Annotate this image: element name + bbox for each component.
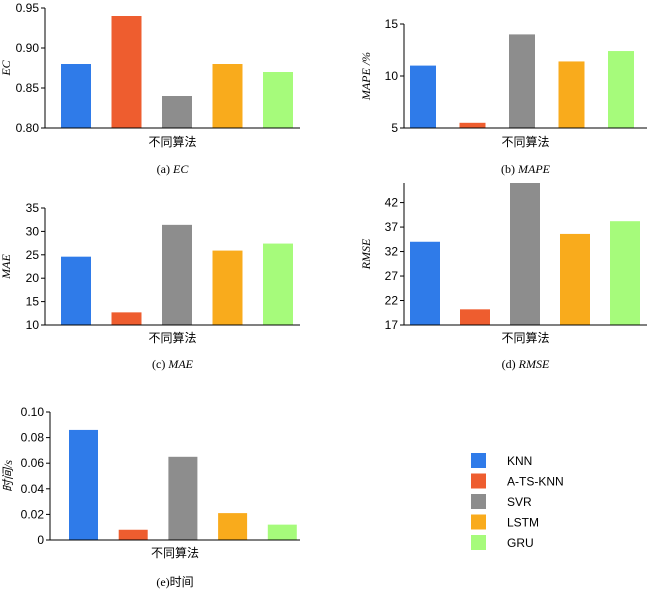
caption-prefix: (a)	[157, 162, 173, 176]
legend-swatch-a-ts-knn	[471, 473, 486, 489]
legend: KNN A-TS-KNN SVR LSTM GRU	[471, 453, 564, 550]
legend-swatch-gru	[471, 535, 486, 550]
chart-caption: (d) RMSE	[502, 357, 550, 371]
caption-prefix: (e)	[156, 575, 169, 589]
y-tick-label: 10	[385, 69, 399, 83]
y-tick-label: 0.85	[16, 81, 40, 95]
bar-gru	[267, 524, 297, 540]
y-tick-label: 0.95	[16, 1, 40, 15]
x-axis-title: 不同算法	[148, 330, 196, 345]
bar-knn	[61, 256, 91, 325]
chart-caption: (c) MAE	[152, 357, 194, 371]
bar-knn	[410, 241, 440, 325]
y-axis-title: EC	[0, 59, 13, 76]
bar-knn	[69, 429, 98, 540]
y-tick-label: 0.08	[21, 431, 45, 445]
y-tick-label: 5	[391, 121, 398, 135]
bar-svr	[162, 224, 192, 325]
y-tick-label: 0.02	[21, 507, 45, 521]
y-tick-label: 15	[385, 17, 399, 31]
legend-swatch-svr	[471, 494, 486, 509]
bar-a-ts-knn	[459, 122, 486, 128]
caption-prefix: (c)	[152, 357, 168, 371]
chart-panel-b: 5 10 15 MAPE /% 不同算法 (b) MAPE	[359, 17, 647, 176]
legend-label-svr: SVR	[507, 495, 532, 509]
chart-caption: (b) MAPE	[501, 162, 551, 176]
chart-panel-a: 0.80 0.85 0.90 0.95 EC 不同算法 (a) EC	[0, 1, 300, 176]
y-tick-label: 0.90	[16, 41, 40, 55]
y-axis-title: MAE	[0, 254, 13, 280]
y-tick-label: 30	[26, 224, 40, 238]
legend-label-knn: KNN	[507, 454, 532, 468]
caption-title: EC	[172, 162, 189, 176]
bar-gru	[610, 221, 640, 325]
y-tick-label: 27	[385, 269, 399, 283]
bar-gru	[263, 72, 293, 128]
y-tick-label: 17	[385, 318, 399, 332]
bar-a-ts-knn	[111, 312, 142, 325]
y-tick-label: 0.80	[16, 121, 40, 135]
x-axis-title: 不同算法	[501, 134, 549, 149]
y-tick-label: 22	[385, 294, 399, 308]
chart-caption: (a) EC	[157, 162, 190, 176]
x-axis-title: 不同算法	[148, 134, 196, 149]
bar-knn	[61, 64, 91, 128]
chart-panel-d: 17 22 27 32 37 42 RMSE 不同算法 (d) RMSE	[359, 183, 647, 371]
legend-swatch-knn	[471, 453, 486, 468]
bar-lstm	[560, 233, 590, 325]
legend-label-gru: GRU	[507, 536, 534, 550]
y-tick-label: 0.06	[21, 456, 45, 470]
bar-svr	[168, 456, 198, 540]
bar-lstm	[218, 513, 248, 540]
caption-title: MAPE	[517, 162, 551, 176]
y-tick-label: 10	[26, 318, 40, 332]
chart-panel-c: 10 15 20 25 30 35 MAE 不同算法 (c) MAE	[0, 201, 300, 371]
y-tick-label: 15	[26, 295, 40, 309]
y-tick-label: 0.04	[21, 482, 45, 496]
chart-panel-e: 0 0.02 0.04 0.06 0.08 0.10 时间/s 不同算法 (e)时间	[1, 405, 300, 589]
chart-caption: (e)时间	[156, 575, 193, 589]
y-tick-label: 42	[385, 196, 399, 210]
bar-a-ts-knn	[118, 529, 148, 540]
bar-svr	[510, 183, 540, 325]
caption-title: MAE	[167, 357, 193, 371]
y-axis-title: MAPE /%	[359, 52, 373, 101]
y-tick-label: 0.10	[21, 405, 45, 419]
y-tick-label: 20	[26, 271, 40, 285]
y-axis-title: RMSE	[359, 238, 373, 270]
y-axis-title: 时间/s	[1, 460, 15, 492]
bar-gru	[608, 51, 634, 128]
y-tick-label: 25	[26, 248, 40, 262]
bar-a-ts-knn	[460, 309, 490, 325]
bar-lstm	[212, 64, 243, 128]
bar-lstm	[558, 61, 585, 128]
caption-title: RMSE	[518, 357, 550, 371]
legend-label-a-ts-knn: A-TS-KNN	[507, 475, 564, 489]
x-axis-title: 不同算法	[151, 545, 199, 560]
y-tick-label: 37	[385, 220, 399, 234]
bar-knn	[410, 65, 436, 128]
bar-lstm	[212, 250, 243, 325]
bar-a-ts-knn	[111, 16, 142, 128]
y-tick-label: 0	[37, 533, 44, 547]
bar-gru	[263, 243, 293, 325]
x-axis-title: 不同算法	[501, 330, 549, 345]
caption-title: 时间	[170, 575, 194, 589]
legend-swatch-lstm	[471, 514, 486, 530]
bar-svr	[162, 96, 192, 128]
caption-prefix: (d)	[502, 357, 519, 371]
bar-svr	[509, 34, 535, 128]
y-tick-label: 35	[26, 201, 40, 215]
legend-label-lstm: LSTM	[507, 516, 539, 530]
caption-prefix: (b)	[501, 162, 518, 176]
y-tick-label: 32	[385, 245, 399, 259]
